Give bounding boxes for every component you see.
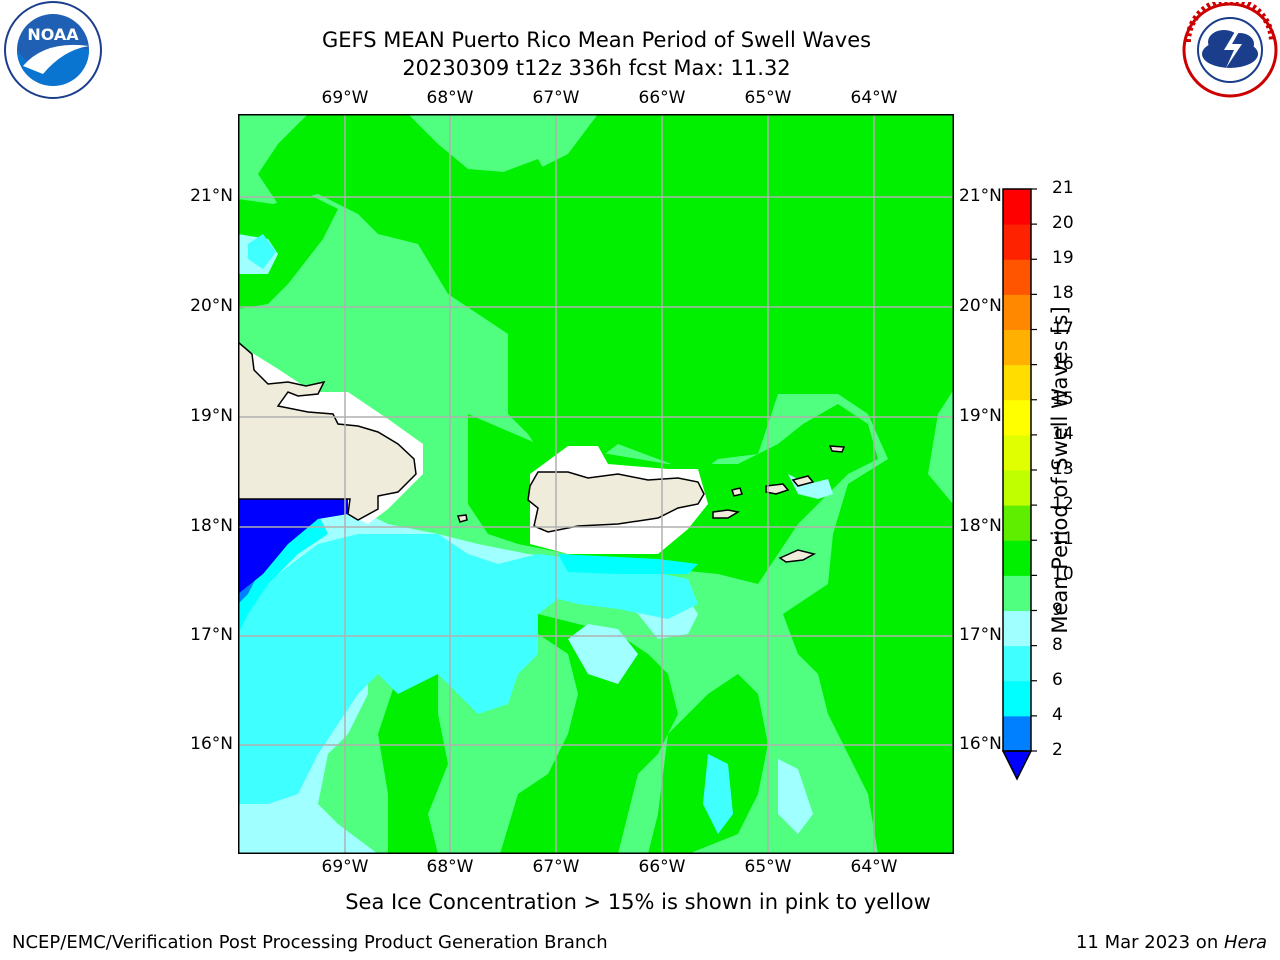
chart-subtitle: 20230309 t12z 336h fcst Max: 11.32 (402, 56, 791, 80)
colorbar-tick-label: 8 (1052, 634, 1063, 655)
footer-branch: NCEP/EMC/Verification Post Processing Pr… (12, 932, 608, 953)
puerto-rico (527, 471, 705, 533)
colorbar-tick-label: 9 (1052, 599, 1063, 620)
lon-label-bottom: 69°W (321, 857, 369, 877)
culebra (731, 487, 743, 497)
swell-period-map (238, 114, 954, 854)
footer-machine: Hera (1223, 932, 1267, 953)
colorbar-tick-label: 13 (1052, 459, 1074, 479)
lat-label-right: 20°N (959, 296, 1002, 316)
colorbar-tick-label: 15 (1052, 388, 1074, 409)
colorbar-extend-triangle (1001, 750, 1033, 781)
lat-label-right: 19°N (959, 406, 1002, 426)
colorbar-block (1003, 505, 1031, 541)
colorbar-block (1003, 680, 1031, 717)
lat-label-right: 17°N (959, 625, 1002, 645)
gridlines (238, 114, 954, 854)
colorbar-block (1003, 645, 1031, 682)
colorbar-label: Mean Period of Swell Waves [s] (1048, 306, 1072, 634)
land (238, 341, 846, 563)
lon-label-top: 66°W (638, 88, 686, 108)
lat-label-left: 17°N (190, 625, 233, 645)
lon-label-top: 67°W (532, 88, 580, 108)
colorbar-tick-label: 18 (1052, 283, 1074, 304)
colorbar-block (1003, 470, 1031, 506)
contour-below-2 (238, 499, 348, 594)
footer-date: 11 Mar 2023 on Hera (1076, 932, 1267, 953)
lat-label-left: 16°N (190, 734, 233, 754)
colorbar-tick-label: 17 (1052, 318, 1074, 339)
lat-label-left: 19°N (190, 406, 233, 426)
colorbar-tick-label: 2 (1052, 740, 1063, 760)
st-thomas (765, 483, 790, 495)
footer-date-text: 11 Mar 2023 on (1075, 932, 1224, 953)
lon-label-top: 68°W (426, 88, 474, 108)
map-frame (238, 114, 954, 854)
st-croix (778, 549, 817, 563)
colorbar-block (1003, 259, 1031, 295)
lon-label-bottom: 66°W (638, 857, 686, 877)
colorbar-block (1003, 575, 1031, 611)
colorbar-tick-label: 6 (1052, 669, 1063, 690)
contour-6-8 (238, 234, 733, 834)
colorbar-tick-label: 21 (1052, 178, 1074, 198)
lat-label-left: 18°N (190, 516, 233, 536)
colorbar-block (1003, 715, 1031, 752)
lon-label-bottom: 68°W (426, 857, 474, 877)
lon-label-top: 69°W (321, 88, 369, 108)
colorbar-tick-label: 12 (1052, 494, 1074, 515)
lat-label-right: 18°N (959, 516, 1002, 536)
colorbar-tick-label: 20 (1052, 213, 1074, 234)
colorbar-tick-label: 4 (1052, 704, 1063, 725)
noaa-text: NOAA (27, 25, 79, 44)
nws-logo (1182, 2, 1278, 98)
tortola (791, 475, 815, 487)
lat-label-right: 21°N (959, 186, 1002, 206)
mona-island (456, 514, 468, 523)
lat-label-right: 16°N (959, 734, 1002, 754)
colorbar-block (1003, 224, 1031, 260)
colorbar-block (1003, 399, 1031, 436)
colorbar-block (1003, 189, 1031, 225)
lon-label-bottom: 65°W (744, 857, 792, 877)
colorbar-block (1003, 540, 1031, 576)
colorbar-block (1003, 294, 1031, 330)
colorbar (1001, 188, 1037, 781)
hispaniola (238, 341, 417, 521)
lon-label-bottom: 67°W (532, 857, 580, 877)
lon-label-top: 65°W (744, 88, 792, 108)
lon-label-top: 64°W (850, 88, 898, 108)
colorbar-block (1003, 329, 1031, 366)
colorbar-tick-label: 11 (1052, 529, 1074, 550)
sea-ice-note: Sea Ice Concentration > 15% is shown in … (345, 890, 931, 914)
colorbar-tick-label: 19 (1052, 248, 1074, 269)
vieques (712, 509, 741, 519)
lat-label-left: 20°N (190, 296, 233, 316)
colorbar-block (1003, 434, 1031, 471)
anegada (828, 445, 846, 453)
lat-label-left: 21°N (190, 186, 233, 206)
colorbar-block (1003, 610, 1031, 647)
noaa-logo: NOAA (4, 1, 102, 99)
colorbar-tick-label: 10 (1052, 564, 1074, 585)
chart-title: GEFS MEAN Puerto Rico Mean Period of Swe… (321, 28, 872, 52)
colorbar-tick-label: 16 (1052, 353, 1074, 374)
colorbar-tick-label: 14 (1052, 423, 1074, 444)
colorbar-block (1003, 364, 1031, 401)
lon-label-bottom: 64°W (850, 857, 898, 877)
